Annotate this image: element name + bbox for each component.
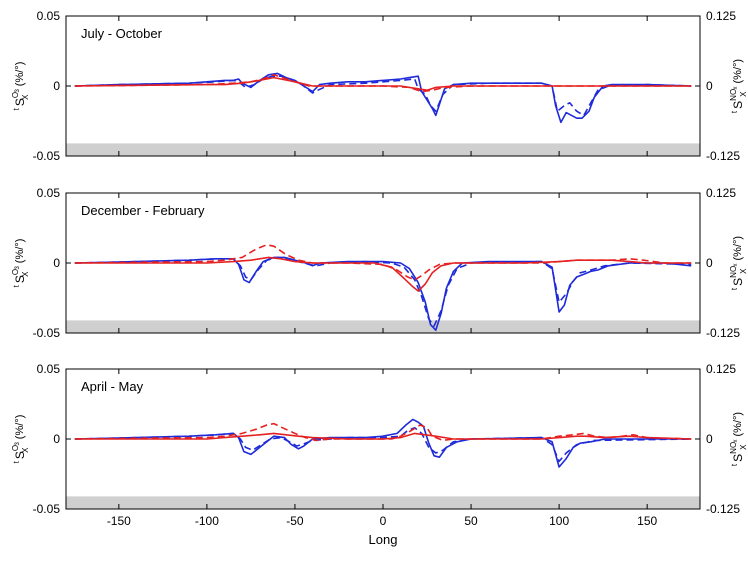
- y-axis-label-right: tSNOXx(%/°): [729, 236, 748, 290]
- x-tick-label: 150: [637, 514, 657, 528]
- series-line-red-dashed: [74, 74, 692, 93]
- panel-1: 0.05 0 -0.05 0.125 0 -0.125 July - October tSOX…: [11, 9, 748, 163]
- y-tick-label-left: -0.05: [33, 326, 61, 340]
- panel-2: 0.05 0 -0.05 0.125 0 -0.125 December - Februar…: [11, 186, 748, 340]
- y-tick-label-left: 0: [53, 79, 60, 93]
- series-line-blue-dashed: [74, 256, 692, 327]
- panel-title: July - October: [81, 26, 163, 41]
- gray-band: [66, 320, 700, 333]
- y-tick-label-right: 0.125: [706, 9, 736, 23]
- x-axis-label: Long: [369, 532, 398, 547]
- y-axis-label-right: tSNOXx(%/°): [729, 59, 748, 113]
- series-group: [74, 418, 692, 468]
- gray-band: [66, 496, 700, 509]
- panel-title: April - May: [81, 379, 144, 394]
- series-group: [74, 244, 692, 331]
- x-tick-label: -150: [107, 514, 131, 528]
- x-tick-label: -100: [195, 514, 219, 528]
- y-tick-label-right: 0.125: [706, 362, 736, 376]
- series-line-red-dashed: [74, 244, 692, 281]
- y-tick-label-right: 0: [706, 256, 713, 270]
- gray-band: [66, 143, 700, 156]
- series-line-blue-dashed: [74, 427, 692, 463]
- y-tick-label-left: 0.05: [37, 9, 61, 23]
- y-tick-label-right: -0.125: [706, 502, 740, 516]
- series-line-red-solid: [74, 432, 692, 440]
- x-tick-label: -50: [286, 514, 304, 528]
- y-tick-label-left: 0: [53, 256, 60, 270]
- y-tick-label-left: 0.05: [37, 186, 61, 200]
- y-tick-label-left: 0: [53, 432, 60, 446]
- series-line-blue-dashed: [74, 75, 692, 117]
- y-tick-label-left: 0.05: [37, 362, 61, 376]
- x-tick-label: 100: [549, 514, 569, 528]
- y-tick-label-right: 0: [706, 79, 713, 93]
- series-line-blue-solid: [74, 72, 692, 124]
- series-line-red-dashed: [74, 422, 692, 442]
- series-group: [74, 72, 692, 124]
- y-axis-label-left: tSOX3(%/°): [11, 415, 30, 464]
- y-tick-label-right: -0.125: [706, 149, 740, 163]
- x-tick-label: 0: [380, 514, 387, 528]
- series-line-blue-solid: [74, 256, 692, 331]
- panel-title: December - February: [81, 203, 205, 218]
- y-tick-label-left: -0.05: [33, 502, 61, 516]
- y-axis-label-left: tSOX3(%/°): [11, 62, 30, 111]
- y-tick-label-right: 0: [706, 432, 713, 446]
- series-line-blue-solid: [74, 418, 692, 468]
- y-tick-label-right: 0.125: [706, 186, 736, 200]
- chart-panels: 0.05 0 -0.05 0.125 0 -0.125 July - October tSOX…: [11, 9, 748, 528]
- x-tick-label: 50: [464, 514, 478, 528]
- panel-3: 0.05 0 -0.05 0.125 0 -0.125 April - May tSOX3(%…: [11, 362, 748, 528]
- y-tick-label-right: -0.125: [706, 326, 740, 340]
- y-tick-label-left: -0.05: [33, 149, 61, 163]
- y-axis-label-left: tSOX3(%/°): [11, 239, 30, 288]
- y-axis-label-right: tSNOXx(%/°): [729, 412, 748, 466]
